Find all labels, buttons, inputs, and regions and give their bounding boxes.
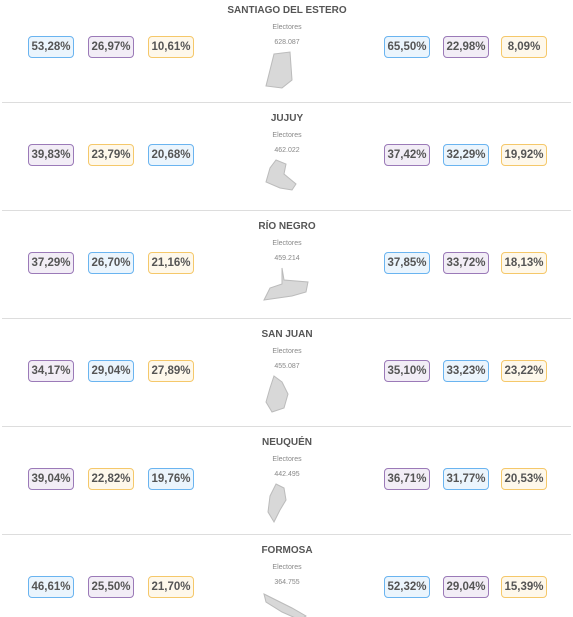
province-map xyxy=(263,267,309,301)
divider xyxy=(2,534,571,535)
percent-badge: 29,04% xyxy=(443,576,489,598)
province-map xyxy=(265,51,293,89)
percent-badge: 35,10% xyxy=(384,360,430,382)
percent-badge: 21,70% xyxy=(148,576,194,598)
percent-badge: 32,29% xyxy=(443,144,489,166)
province-name: FORMOSA xyxy=(261,545,313,556)
province-name: SANTIAGO DEL ESTERO xyxy=(227,5,347,16)
percent-badge: 23,22% xyxy=(501,360,547,382)
province-name: NEUQUÉN xyxy=(261,437,312,448)
divider xyxy=(2,318,571,319)
percent-badge: 46,61% xyxy=(28,576,74,598)
province-map xyxy=(265,375,289,413)
percent-badge: 34,17% xyxy=(28,360,74,382)
province-name: JUJUY xyxy=(270,113,304,124)
province-map xyxy=(263,593,307,617)
electores-label: Electores xyxy=(272,132,302,139)
percent-badge: 21,16% xyxy=(148,252,194,274)
divider xyxy=(2,102,571,103)
percent-badge: 8,09% xyxy=(501,36,547,58)
percent-badge: 20,53% xyxy=(501,468,547,490)
province-map xyxy=(265,159,297,191)
map-shape xyxy=(263,267,309,301)
percent-badge: 29,04% xyxy=(88,360,134,382)
percent-badge: 26,70% xyxy=(88,252,134,274)
percent-badge: 39,04% xyxy=(28,468,74,490)
map-shape xyxy=(267,483,287,524)
percent-badge: 53,28% xyxy=(28,36,74,58)
percent-badge: 22,82% xyxy=(88,468,134,490)
electores-label: Electores xyxy=(272,348,302,355)
map-shape xyxy=(263,593,307,617)
electores-count: 364.755 xyxy=(274,579,300,586)
divider xyxy=(2,426,571,427)
electores-count: 455.087 xyxy=(274,363,300,370)
percent-badge: 33,72% xyxy=(443,252,489,274)
map-shape xyxy=(265,51,293,89)
divider xyxy=(2,210,571,211)
percent-badge: 39,83% xyxy=(28,144,74,166)
percent-badge: 10,61% xyxy=(148,36,194,58)
electores-count: 459.214 xyxy=(274,255,300,262)
percent-badge: 20,68% xyxy=(148,144,194,166)
map-shape xyxy=(265,159,297,191)
percent-badge: 36,71% xyxy=(384,468,430,490)
percent-badge: 26,97% xyxy=(88,36,134,58)
electores-label: Electores xyxy=(272,564,302,571)
percent-badge: 19,92% xyxy=(501,144,547,166)
electores-label: Electores xyxy=(272,456,302,463)
percent-badge: 22,98% xyxy=(443,36,489,58)
percent-badge: 23,79% xyxy=(88,144,134,166)
province-name: SAN JUAN xyxy=(261,329,313,340)
electores-label: Electores xyxy=(272,240,302,247)
province-name: RÍO NEGRO xyxy=(258,221,316,232)
electores-count: 628.087 xyxy=(274,39,300,46)
map-shape xyxy=(265,375,289,413)
percent-badge: 37,29% xyxy=(28,252,74,274)
percent-badge: 27,89% xyxy=(148,360,194,382)
percent-badge: 52,32% xyxy=(384,576,430,598)
electores-label: Electores xyxy=(272,24,302,31)
percent-badge: 37,42% xyxy=(384,144,430,166)
percent-badge: 19,76% xyxy=(148,468,194,490)
percent-badge: 31,77% xyxy=(443,468,489,490)
percent-badge: 33,23% xyxy=(443,360,489,382)
province-map xyxy=(267,483,287,524)
percent-badge: 65,50% xyxy=(384,36,430,58)
percent-badge: 25,50% xyxy=(88,576,134,598)
percent-badge: 37,85% xyxy=(384,252,430,274)
electores-count: 442.495 xyxy=(274,471,300,478)
percent-badge: 15,39% xyxy=(501,576,547,598)
percent-badge: 18,13% xyxy=(501,252,547,274)
electores-count: 462.022 xyxy=(274,147,300,154)
